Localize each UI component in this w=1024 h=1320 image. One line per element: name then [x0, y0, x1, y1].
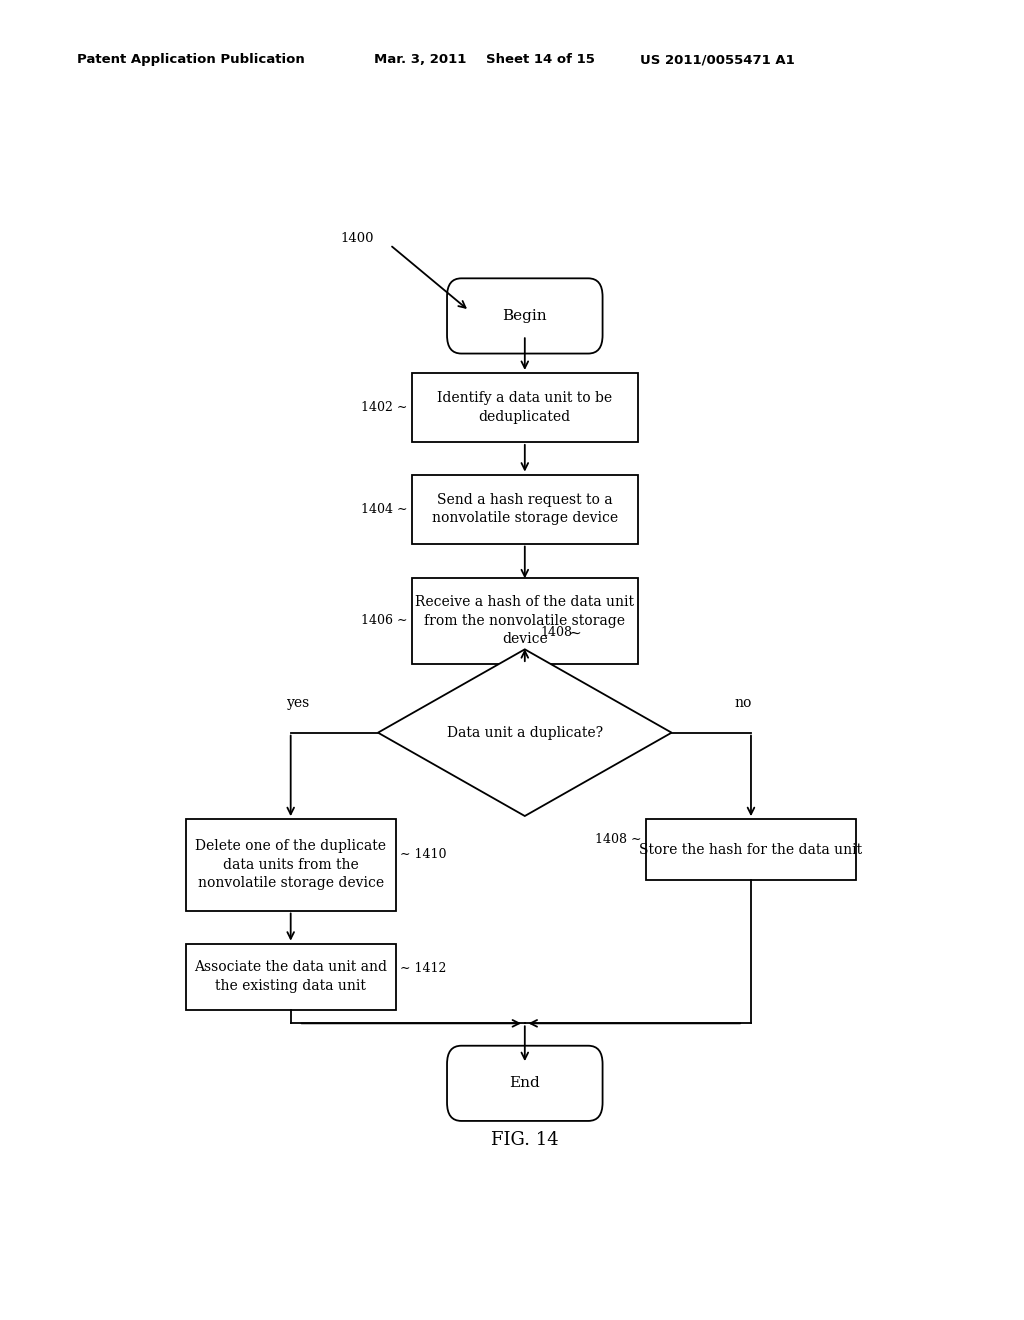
Text: 1402 ∼: 1402 ∼ [361, 401, 408, 414]
Text: Receive a hash of the data unit
from the nonvolatile storage
device: Receive a hash of the data unit from the… [416, 595, 634, 647]
Text: ∼ 1410: ∼ 1410 [399, 849, 446, 861]
Text: Mar. 3, 2011: Mar. 3, 2011 [374, 53, 466, 66]
Text: Identify a data unit to be
deduplicated: Identify a data unit to be deduplicated [437, 391, 612, 424]
Text: FIG. 14: FIG. 14 [490, 1131, 559, 1150]
Text: Patent Application Publication: Patent Application Publication [77, 53, 304, 66]
Text: End: End [509, 1076, 541, 1090]
Text: 1408 ∼: 1408 ∼ [595, 833, 642, 846]
Text: no: no [734, 697, 752, 710]
Bar [646, 818, 856, 880]
Text: 1404 ∼: 1404 ∼ [361, 503, 408, 516]
Text: Delete one of the duplicate
data units from the
nonvolatile storage device: Delete one of the duplicate data units f… [196, 840, 386, 890]
FancyBboxPatch shape [447, 1045, 602, 1121]
Polygon shape [378, 649, 672, 816]
Bar [412, 578, 638, 664]
Text: 1400: 1400 [341, 232, 374, 246]
Text: Associate the data unit and
the existing data unit: Associate the data unit and the existing… [195, 961, 387, 993]
Bar [185, 818, 396, 911]
Bar [412, 474, 638, 544]
Bar [412, 372, 638, 442]
Text: yes: yes [287, 697, 310, 710]
Text: Sheet 14 of 15: Sheet 14 of 15 [486, 53, 595, 66]
Text: 1408: 1408 [541, 626, 572, 639]
Text: Begin: Begin [503, 309, 547, 323]
Text: US 2011/0055471 A1: US 2011/0055471 A1 [640, 53, 795, 66]
Text: Store the hash for the data unit: Store the hash for the data unit [639, 842, 862, 857]
Bar [185, 944, 396, 1010]
FancyBboxPatch shape [447, 279, 602, 354]
Text: ∼: ∼ [568, 627, 582, 642]
Text: 1406 ∼: 1406 ∼ [361, 614, 408, 627]
Text: Data unit a duplicate?: Data unit a duplicate? [446, 726, 603, 739]
Text: Send a hash request to a
nonvolatile storage device: Send a hash request to a nonvolatile sto… [432, 492, 617, 525]
Text: ∼ 1412: ∼ 1412 [399, 962, 446, 975]
